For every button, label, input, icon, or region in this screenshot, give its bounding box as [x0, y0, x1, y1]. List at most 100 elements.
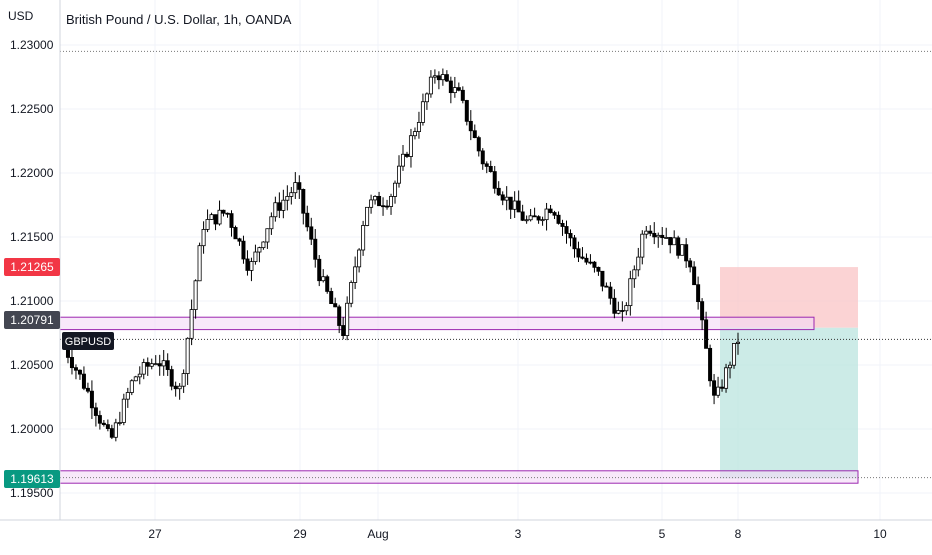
candle-bearish: [596, 266, 601, 272]
support-band: [59, 470, 859, 484]
candle-bearish: [476, 137, 481, 152]
candle-bearish: [448, 80, 453, 94]
target-price-tag: 1.19613: [4, 470, 60, 488]
candle-bearish: [145, 362, 150, 367]
candle-bullish: [424, 93, 429, 103]
candle-bullish: [728, 364, 733, 369]
candle-bullish: [616, 310, 621, 314]
candle-bullish: [452, 87, 457, 94]
entry-price-tag: 1.20791: [4, 311, 60, 329]
candle-bearish: [500, 194, 505, 201]
candle-bullish: [117, 422, 122, 424]
candle-bullish: [125, 392, 130, 400]
candle-bullish: [205, 219, 210, 230]
candle-bullish: [428, 76, 433, 95]
candle-bearish: [720, 386, 725, 389]
candle-bullish: [369, 199, 374, 208]
candle-bullish: [345, 302, 350, 336]
candle-bullish: [672, 237, 677, 246]
candle-bullish: [285, 196, 290, 201]
candle-bearish: [688, 260, 693, 268]
candle-bearish: [305, 212, 310, 228]
candle-bearish: [560, 223, 565, 227]
candle-bullish: [420, 101, 425, 123]
candle-bearish: [576, 248, 581, 258]
stop-price-label: 1.21265: [10, 260, 54, 274]
candle-bullish: [640, 233, 645, 258]
candle-bullish: [524, 219, 529, 222]
candle-bearish: [69, 357, 74, 369]
y-tick-label: 1.20000: [10, 422, 54, 436]
y-tick-label: 1.22000: [10, 166, 54, 180]
candle-series: [61, 68, 741, 442]
symbol-label: GBPUSD: [65, 336, 112, 348]
candle-bullish: [624, 305, 629, 312]
candle-bullish: [265, 228, 270, 243]
candle-bullish: [189, 309, 194, 339]
candle-bullish: [185, 337, 190, 374]
candle-bearish: [105, 424, 110, 429]
candle-bearish: [556, 214, 561, 224]
candle-bearish: [85, 387, 90, 392]
candle-bullish: [181, 373, 186, 387]
candle-bearish: [313, 238, 318, 260]
candle-bullish: [716, 386, 721, 396]
candle-bearish: [484, 163, 489, 167]
candle-bullish: [393, 182, 398, 197]
candle-bearish: [604, 285, 609, 288]
candle-bearish: [245, 258, 250, 271]
candle-bearish: [568, 233, 573, 239]
candle-bearish: [97, 415, 102, 424]
y-tick-label: 1.21000: [10, 294, 54, 308]
candle-bullish: [636, 256, 641, 271]
candle-bullish: [361, 225, 366, 251]
candle-bullish: [253, 251, 258, 262]
candle-bullish: [129, 380, 134, 393]
stop-price-tag: 1.21265: [4, 258, 60, 276]
candle-bearish: [404, 153, 409, 157]
candle-bullish: [137, 373, 142, 378]
candle-bearish: [225, 212, 230, 215]
candle-bullish: [273, 202, 278, 218]
candle-bearish: [81, 373, 86, 389]
candle-bullish: [512, 200, 517, 210]
candle-bearish: [472, 130, 477, 139]
candle-bullish: [680, 244, 685, 256]
candle-bearish: [520, 211, 525, 221]
candle-bearish: [301, 189, 306, 214]
candle-bullish: [349, 282, 354, 304]
candle-bearish: [496, 187, 501, 196]
candle-bearish: [600, 270, 605, 287]
candle-bearish: [480, 150, 485, 165]
candle-bearish: [548, 208, 553, 213]
candle-bullish: [724, 367, 729, 389]
x-tick-label: 29: [293, 527, 307, 541]
candle-bearish: [464, 100, 469, 122]
candle-bullish: [644, 230, 649, 235]
candle-bearish: [660, 234, 665, 239]
candle-bullish: [528, 215, 533, 221]
candle-bearish: [229, 213, 234, 228]
candle-bearish: [532, 215, 537, 218]
candle-bullish: [408, 135, 413, 157]
candle-bearish: [536, 216, 541, 221]
candle-bearish: [93, 407, 98, 416]
candle-bearish: [169, 369, 174, 387]
candle-bearish: [668, 237, 673, 246]
candle-bearish: [608, 286, 613, 299]
candle-bearish: [592, 261, 597, 268]
candle-bearish: [385, 205, 390, 208]
candle-bearish: [436, 75, 441, 81]
candle-bearish: [341, 325, 346, 336]
candle-bullish: [177, 385, 182, 390]
candle-bullish: [732, 343, 737, 366]
x-tick-label: 5: [659, 527, 666, 541]
take-profit-zone: [720, 327, 858, 479]
candle-bearish: [460, 89, 465, 101]
x-tick-label: 3: [515, 527, 522, 541]
candle-bearish: [564, 226, 569, 234]
candle-bullish: [269, 216, 274, 230]
candle-bearish: [552, 212, 557, 216]
candle-bullish: [217, 209, 222, 225]
